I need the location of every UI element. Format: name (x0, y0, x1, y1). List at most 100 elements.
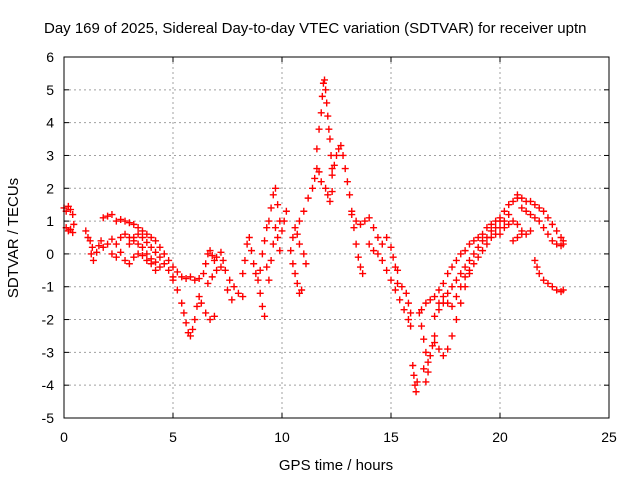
data-point (324, 112, 332, 120)
data-point (178, 299, 186, 307)
data-point (350, 224, 358, 232)
data-point (87, 250, 95, 258)
data-point (337, 142, 345, 150)
data-point (457, 299, 465, 307)
data-point (474, 243, 482, 251)
data-point (439, 352, 447, 360)
data-point (64, 227, 72, 235)
data-point (254, 276, 262, 284)
data-point (505, 220, 513, 228)
data-point (553, 227, 561, 235)
data-point (315, 125, 323, 133)
data-point (518, 194, 526, 202)
data-point (221, 266, 229, 274)
data-point (370, 224, 378, 232)
y-tick-label: 4 (46, 115, 54, 131)
data-point (293, 230, 301, 238)
data-point (474, 234, 482, 241)
data-point (195, 275, 203, 283)
data-point (88, 243, 96, 251)
data-point (457, 270, 465, 278)
data-point (318, 92, 326, 100)
data-point (531, 201, 539, 209)
data-point (117, 215, 125, 223)
data-point (213, 253, 221, 261)
data-point (457, 250, 465, 258)
data-point (418, 306, 426, 314)
x-tick-label: 25 (601, 429, 617, 445)
data-point (217, 263, 225, 271)
data-point (291, 270, 299, 278)
data-point (323, 99, 331, 107)
data-point (267, 204, 275, 212)
data-point (274, 201, 282, 209)
data-point (134, 224, 142, 232)
data-point (147, 234, 155, 241)
data-point (422, 299, 430, 307)
data-point (431, 293, 439, 301)
x-axis-title: GPS time / hours (279, 457, 393, 474)
data-point (121, 217, 129, 225)
data-point (343, 178, 351, 186)
data-point (426, 352, 434, 360)
data-point (448, 332, 456, 340)
grid (64, 57, 609, 418)
data-point (426, 296, 434, 304)
data-point (540, 207, 548, 215)
data-point (219, 256, 227, 264)
data-point (325, 125, 333, 133)
data-point (130, 253, 138, 261)
data-point (309, 184, 317, 192)
data-point (422, 378, 430, 386)
data-point (500, 217, 508, 225)
data-point (548, 283, 556, 291)
data-point (559, 286, 567, 294)
data-point (247, 247, 255, 255)
data-point (295, 217, 303, 225)
data-point (69, 211, 77, 219)
data-point (317, 109, 325, 117)
data-point (346, 191, 354, 199)
data-point (300, 207, 308, 215)
data-point (99, 214, 107, 222)
data-point (527, 197, 535, 205)
data-point (160, 260, 168, 268)
y-tick-label: -2 (42, 312, 55, 328)
data-point (265, 217, 273, 225)
data-point (540, 276, 548, 284)
data-point (200, 270, 208, 278)
data-point (210, 312, 218, 320)
data-point (152, 248, 160, 256)
data-point (410, 371, 418, 379)
chart-title: Day 169 of 2025, Sidereal Day-to-day VTE… (44, 20, 586, 37)
data-point (398, 283, 406, 291)
data-point (189, 325, 197, 333)
data-point (461, 263, 469, 271)
data-point (67, 206, 75, 214)
data-point (424, 368, 432, 376)
data-point (295, 240, 303, 248)
data-point (186, 273, 194, 281)
data-point (152, 258, 160, 266)
data-point (147, 260, 155, 268)
data-point (282, 207, 290, 215)
data-point (165, 266, 173, 274)
data-point (226, 276, 234, 284)
data-point (228, 296, 236, 304)
data-point (531, 214, 539, 222)
data-point (143, 230, 151, 238)
data-point (431, 312, 439, 320)
data-point (224, 286, 231, 294)
data-point (108, 250, 116, 258)
data-point (160, 250, 168, 258)
x-tick-label: 20 (492, 429, 508, 445)
data-point (365, 240, 373, 248)
data-point (387, 243, 395, 251)
data-point (108, 235, 116, 243)
data-point (518, 230, 526, 238)
data-point (125, 240, 133, 248)
data-point (553, 286, 561, 294)
data-point (112, 217, 120, 225)
data-point (535, 270, 543, 278)
data-point (356, 263, 364, 271)
